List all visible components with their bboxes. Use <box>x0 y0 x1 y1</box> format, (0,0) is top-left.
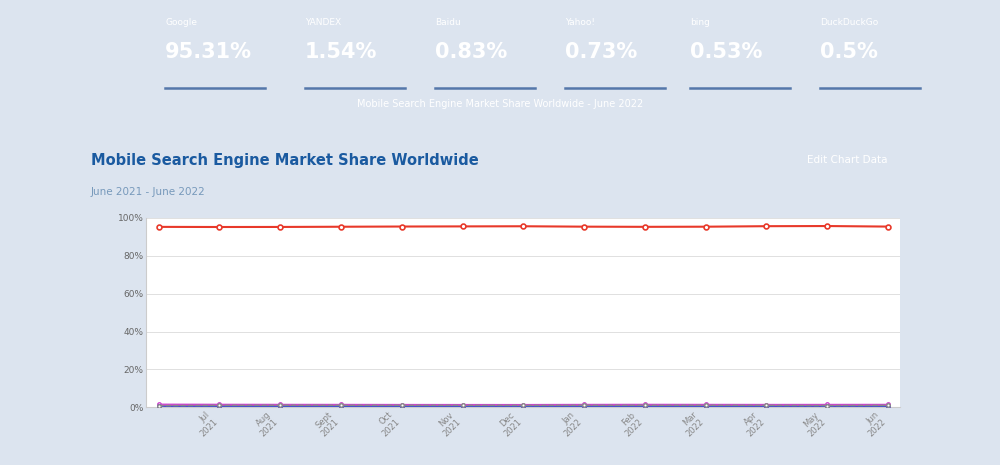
Text: Google: Google <box>165 18 197 27</box>
Text: 0.5%: 0.5% <box>820 42 878 62</box>
Text: June 2021 - June 2022: June 2021 - June 2022 <box>91 187 206 197</box>
Text: Edit Chart Data: Edit Chart Data <box>807 155 887 166</box>
Text: 0.53%: 0.53% <box>690 42 762 62</box>
Text: 1.54%: 1.54% <box>305 42 377 62</box>
Text: 0.83%: 0.83% <box>435 42 507 62</box>
Text: Baidu: Baidu <box>435 18 461 27</box>
Text: Yahoo!: Yahoo! <box>565 18 595 27</box>
Text: DuckDuckGo: DuckDuckGo <box>820 18 878 27</box>
Text: Mobile Search Engine Market Share Worldwide - June 2022: Mobile Search Engine Market Share Worldw… <box>357 99 643 109</box>
Text: YANDEX: YANDEX <box>305 18 341 27</box>
Text: 0.73%: 0.73% <box>565 42 637 62</box>
Text: Mobile Search Engine Market Share Worldwide: Mobile Search Engine Market Share Worldw… <box>91 153 479 168</box>
Text: 95.31%: 95.31% <box>165 42 252 62</box>
Text: bing: bing <box>690 18 710 27</box>
